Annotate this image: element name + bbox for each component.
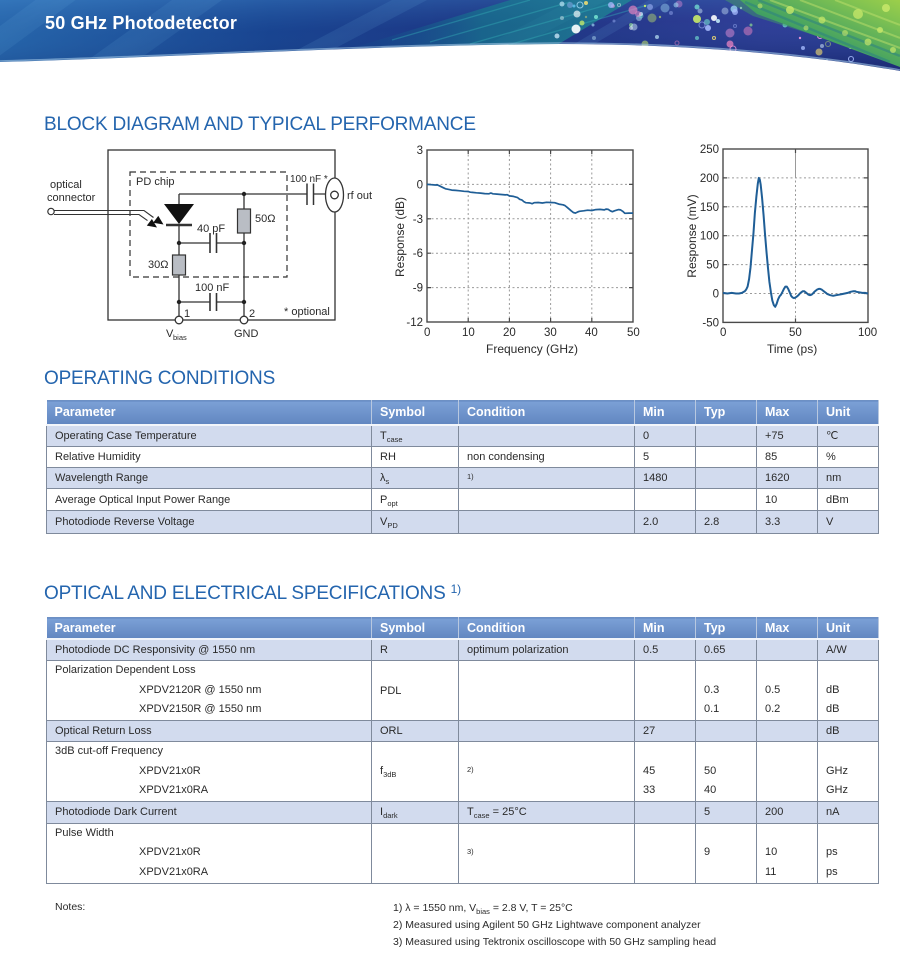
svg-text:3: 3	[417, 145, 423, 157]
svg-text:* optional: * optional	[284, 306, 330, 318]
svg-text:0: 0	[713, 289, 719, 301]
svg-text:1: 1	[184, 308, 190, 320]
svg-text:0: 0	[424, 327, 430, 339]
svg-text:50: 50	[706, 260, 719, 272]
svg-text:-50: -50	[702, 317, 719, 329]
svg-text:-9: -9	[413, 283, 423, 295]
svg-text:-12: -12	[406, 317, 423, 329]
svg-text:Time (ps): Time (ps)	[767, 342, 817, 356]
svg-text:-6: -6	[413, 248, 423, 260]
svg-text:connector: connector	[47, 192, 96, 204]
svg-text:0: 0	[720, 327, 726, 339]
svg-text:100 nF *: 100 nF *	[290, 174, 328, 185]
svg-text:150: 150	[700, 202, 719, 214]
svg-text:20: 20	[503, 327, 516, 339]
svg-text:200: 200	[700, 173, 719, 185]
svg-text:2: 2	[249, 308, 255, 320]
svg-text:bias: bias	[173, 333, 187, 342]
svg-text:optical: optical	[50, 179, 82, 191]
svg-text:100: 100	[858, 327, 877, 339]
svg-text:Response (mV): Response (mV)	[685, 194, 699, 277]
svg-text:rf out: rf out	[347, 190, 372, 202]
svg-text:50: 50	[627, 327, 640, 339]
svg-text:250: 250	[700, 144, 719, 156]
svg-text:Frequency (GHz): Frequency (GHz)	[486, 342, 578, 356]
svg-text:30Ω: 30Ω	[148, 259, 168, 271]
svg-text:100: 100	[700, 231, 719, 243]
svg-text:V: V	[166, 328, 174, 340]
svg-text:30: 30	[544, 327, 557, 339]
svg-text:50Ω: 50Ω	[255, 213, 275, 225]
svg-text:-3: -3	[413, 214, 423, 226]
svg-text:50: 50	[789, 327, 802, 339]
svg-text:GND: GND	[234, 328, 259, 340]
svg-text:10: 10	[462, 327, 475, 339]
svg-text:0: 0	[417, 179, 423, 191]
svg-text:Response (dB): Response (dB)	[393, 197, 407, 277]
svg-text:PD chip: PD chip	[136, 176, 175, 188]
svg-text:100 nF: 100 nF	[195, 282, 230, 294]
svg-text:40 pF: 40 pF	[197, 223, 225, 235]
svg-text:40: 40	[585, 327, 598, 339]
